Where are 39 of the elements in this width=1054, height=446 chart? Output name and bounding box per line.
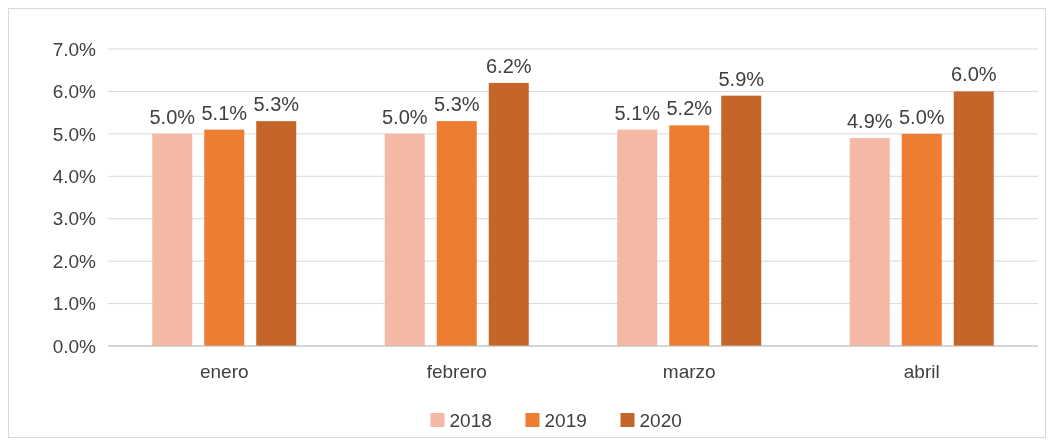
bar xyxy=(488,82,529,346)
data-label: 5.0% xyxy=(149,105,196,128)
data-label: 5.1% xyxy=(201,101,248,124)
data-label: 5.2% xyxy=(666,97,713,120)
data-label: 5.9% xyxy=(718,67,765,90)
y-tick-label: 1.0% xyxy=(52,293,97,315)
x-tick-label: marzo xyxy=(662,361,716,382)
x-tick-label: enero xyxy=(199,361,249,382)
data-label: 5.1% xyxy=(614,101,661,124)
y-tick-label: 6.0% xyxy=(52,81,97,103)
bar xyxy=(436,121,477,346)
data-label: 5.0% xyxy=(898,105,945,128)
bar xyxy=(721,95,762,346)
bar xyxy=(384,133,425,346)
legend-label: 2018 xyxy=(449,409,492,431)
y-tick-label: 2.0% xyxy=(52,250,97,272)
legend-label: 2019 xyxy=(544,409,587,431)
data-label: 6.0% xyxy=(950,63,997,86)
x-tick-label: abril xyxy=(903,361,940,382)
bar xyxy=(617,129,658,346)
data-label: 6.2% xyxy=(485,54,532,77)
data-label: 5.3% xyxy=(433,93,480,116)
bar xyxy=(901,133,942,346)
data-label: 5.0% xyxy=(381,105,428,128)
legend-label: 2020 xyxy=(639,409,682,431)
bar xyxy=(669,125,710,346)
y-tick-label: 4.0% xyxy=(52,165,97,187)
x-tick-label: febrero xyxy=(426,361,487,382)
bar xyxy=(256,121,297,346)
y-tick-label: 7.0% xyxy=(52,38,97,60)
y-tick-label: 0.0% xyxy=(52,335,97,357)
bar xyxy=(152,133,193,346)
y-tick-label: 5.0% xyxy=(52,123,97,145)
y-tick-label: 3.0% xyxy=(52,208,97,230)
bar xyxy=(204,129,245,346)
bar xyxy=(849,138,890,346)
data-label: 4.9% xyxy=(846,110,893,133)
data-label: 5.3% xyxy=(253,93,300,116)
bar xyxy=(953,91,994,346)
